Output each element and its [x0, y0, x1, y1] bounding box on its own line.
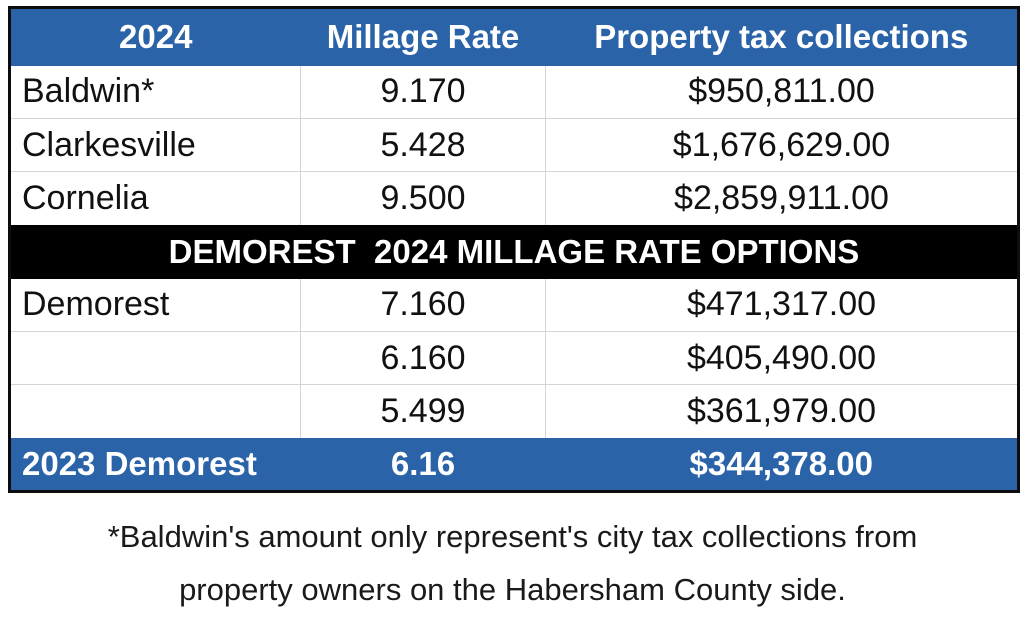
collections-cell: $405,490.00 — [545, 331, 1019, 385]
footnote: *Baldwin's amount only represent's city … — [0, 510, 1025, 616]
collections-cell: $2,859,911.00 — [545, 171, 1019, 225]
city-cell — [9, 384, 301, 438]
footer-city-cell: 2023 Demorest — [9, 437, 301, 492]
footnote-line-2: property owners on the Habersham County … — [179, 572, 846, 607]
footer-collections-cell: $344,378.00 — [545, 437, 1019, 492]
collections-cell: $361,979.00 — [545, 384, 1019, 438]
table-row: Demorest 7.160 $471,317.00 — [9, 278, 1019, 332]
header-millage-rate: Millage Rate — [300, 7, 546, 66]
collections-cell: $471,317.00 — [545, 278, 1019, 332]
rate-cell: 6.160 — [300, 331, 546, 385]
section-header-row: DEMOREST 2024 MILLAGE RATE OPTIONS — [9, 224, 1019, 279]
rate-cell: 5.499 — [300, 384, 546, 438]
city-cell: Clarkesville — [9, 118, 301, 172]
table-row: Baldwin* 9.170 $950,811.00 — [9, 65, 1019, 119]
footer-row-2023: 2023 Demorest 6.16 $344,378.00 — [9, 437, 1019, 492]
header-year: 2024 — [9, 7, 301, 66]
rate-cell: 7.160 — [300, 278, 546, 332]
millage-rate-table: 2024 Millage Rate Property tax collectio… — [8, 6, 1020, 493]
city-cell — [9, 331, 301, 385]
header-property-tax-collections: Property tax collections — [545, 7, 1019, 66]
footer-rate-cell: 6.16 — [300, 437, 546, 492]
table-row: Clarkesville 5.428 $1,676,629.00 — [9, 118, 1019, 172]
city-cell: Demorest — [9, 278, 301, 332]
table-row: Cornelia 9.500 $2,859,911.00 — [9, 171, 1019, 225]
table-header-row: 2024 Millage Rate Property tax collectio… — [9, 7, 1019, 66]
section-title: DEMOREST 2024 MILLAGE RATE OPTIONS — [9, 224, 1019, 279]
rate-cell: 9.500 — [300, 171, 546, 225]
collections-cell: $950,811.00 — [545, 65, 1019, 119]
collections-cell: $1,676,629.00 — [545, 118, 1019, 172]
rate-cell: 5.428 — [300, 118, 546, 172]
table-row: 6.160 $405,490.00 — [9, 331, 1019, 385]
rate-cell: 9.170 — [300, 65, 546, 119]
city-cell: Cornelia — [9, 171, 301, 225]
footnote-line-1: *Baldwin's amount only represent's city … — [107, 519, 918, 554]
table-row: 5.499 $361,979.00 — [9, 384, 1019, 438]
city-cell: Baldwin* — [9, 65, 301, 119]
